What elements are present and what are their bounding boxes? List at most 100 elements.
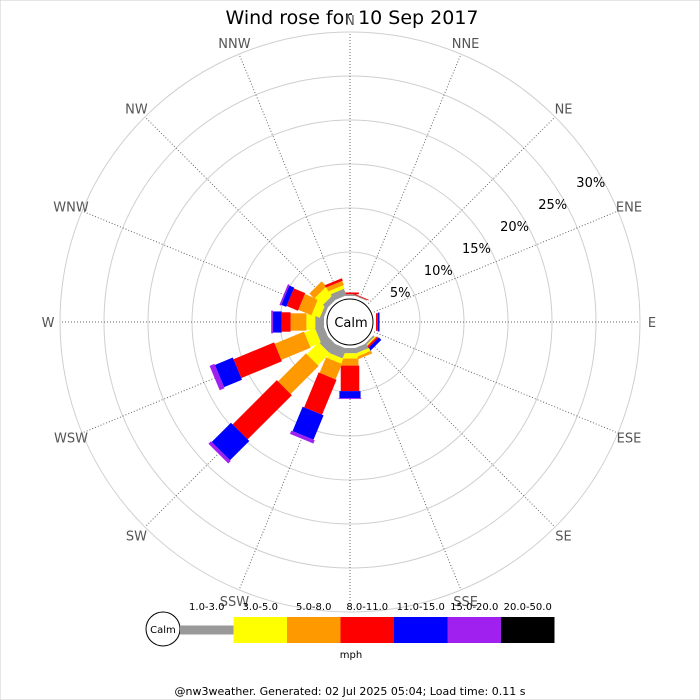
bar-se-5.0-8.0: [364, 336, 377, 349]
bar-s-11.0-15.0: [339, 391, 361, 399]
bar-wsw-8.0-11.0: [233, 342, 282, 379]
radial-tick-labels: 5% 10% 15% 20% 25% 30%: [390, 176, 605, 301]
bar-nnw-3.0-5.0: [328, 285, 345, 295]
bar-wsw-3.0-5.0: [304, 328, 321, 347]
calm-circle: [326, 298, 374, 346]
chart-title: Wind rose for 10 Sep 2017: [225, 7, 478, 29]
bar-wsw-1.0-3.0: [315, 325, 329, 342]
grid-spoke: [368, 340, 556, 528]
bar-n-1.0-3.0: [343, 294, 357, 296]
bar-nnw-8.0-11.0: [324, 278, 343, 288]
bar-ssw-15.0-20.0: [289, 430, 315, 444]
grid-spoke: [238, 345, 341, 591]
bar-wnw-11.0-15.0: [281, 285, 295, 307]
bar-se-8.0-11.0: [364, 336, 379, 351]
radial-tick-label: 30%: [576, 176, 605, 191]
bar-w-8.0-11.0: [281, 312, 291, 332]
grid-spoke: [81, 210, 327, 313]
calm-label: Calm: [334, 316, 367, 331]
legend-bin-label: 15.0-20.0: [450, 602, 498, 613]
radial-tick-label: 20%: [500, 220, 529, 235]
bar-e-11.0-15.0: [377, 312, 380, 332]
direction-label-ese: ESE: [617, 432, 642, 447]
direction-label-nne: NNE: [452, 37, 480, 52]
bar-nw-5.0-8.0: [309, 281, 327, 299]
bar-sse-5.0-8.0: [355, 350, 373, 360]
bar-nne-1.0-3.0: [353, 294, 367, 301]
direction-label-ene: ENE: [616, 200, 642, 215]
legend-swatch-1.0-3.0: [180, 625, 234, 635]
footer-text: @nw3weather. Generated: 02 Jul 2025 05:0…: [175, 685, 526, 698]
legend-swatch-15.0-20.0: [447, 617, 501, 643]
bar-e-8.0-11.0: [376, 313, 378, 331]
bar-wnw-8.0-11.0: [286, 288, 306, 311]
legend: Calm 1.0-3.0 3.0-5.0 5.0-8.0 8.0-11.0 11.0-1…: [145, 602, 555, 647]
bar-sw-8.0-11.0: [232, 380, 292, 440]
bar-wnw-5.0-8.0: [298, 294, 318, 316]
bar-ssw-11.0-15.0: [292, 406, 324, 440]
legend-bin-label: 1.0-3.0: [189, 602, 224, 613]
bar-sw-5.0-8.0: [277, 353, 319, 395]
bar-wsw-11.0-15.0: [214, 357, 242, 388]
legend-swatch-3.0-5.0: [233, 617, 287, 643]
bar-s-5.0-8.0: [341, 358, 359, 366]
bar-se-3.0-5.0: [364, 336, 376, 348]
legend-unit: mph: [340, 650, 362, 661]
bar-s-8.0-11.0: [340, 365, 360, 392]
bar-s-3.0-5.0: [342, 353, 358, 359]
bar-w-15.0-20.0: [271, 310, 273, 334]
grid-spoke: [238, 53, 341, 299]
direction-label-se: SE: [555, 530, 571, 545]
bar-w-3.0-5.0: [306, 314, 316, 330]
legend-swatch-5.0-8.0: [287, 617, 341, 643]
bar-nnw-1.0-3.0: [330, 288, 347, 301]
legend-bin-label: 8.0-11.0: [346, 602, 388, 613]
legend-bin-label: 3.0-5.0: [243, 602, 278, 613]
bar-ssw-5.0-8.0: [319, 357, 342, 380]
radial-tick-label: 25%: [538, 198, 567, 213]
grid-ring: [147, 119, 553, 525]
legend-bin-label: 5.0-8.0: [296, 602, 331, 613]
grid-spoke: [373, 331, 619, 434]
direction-label-sw: SW: [126, 530, 147, 545]
wind-bars: [208, 278, 382, 464]
bar-s-1.0-3.0: [343, 348, 357, 354]
bar-w-5.0-8.0: [290, 313, 307, 331]
legend-swatch-8.0-11.0: [340, 617, 394, 643]
direction-label-nw: NW: [125, 102, 148, 117]
legend-swatch-20.0-50.0: [501, 617, 555, 643]
bar-nne-8.0-11.0: [352, 292, 369, 301]
calm-center: Calm: [326, 298, 374, 346]
bar-wnw-15.0-20.0: [279, 284, 290, 306]
grid-spoke: [144, 116, 332, 304]
bar-sw-11.0-15.0: [211, 422, 250, 461]
grid-spoke: [81, 331, 327, 434]
direction-label-ne: NE: [555, 102, 573, 117]
legend-calm-label: Calm: [150, 625, 176, 636]
direction-label-n: N: [345, 14, 355, 29]
legend-bin-label: 11.0-15.0: [397, 602, 445, 613]
bar-ssw-8.0-11.0: [304, 372, 337, 415]
direction-label-w: W: [42, 316, 55, 331]
direction-label-wnw: WNW: [53, 200, 89, 215]
bar-sw-3.0-5.0: [306, 342, 330, 366]
radial-tick-label: 5%: [390, 286, 411, 301]
grid-spoke: [359, 345, 462, 591]
bar-wsw-15.0-20.0: [209, 363, 225, 391]
direction-label-wsw: WSW: [54, 432, 88, 447]
bar-sw-15.0-20.0: [208, 441, 231, 464]
radial-tick-label: 10%: [424, 264, 453, 279]
grid-spoke: [373, 210, 619, 313]
direction-label-nnw: NNW: [218, 37, 250, 52]
bar-ssw-3.0-5.0: [326, 352, 344, 364]
direction-label-e: E: [648, 316, 656, 331]
bar-w-1.0-3.0: [315, 315, 325, 329]
bar-sse-1.0-3.0: [353, 343, 369, 354]
grid-spoke: [359, 53, 462, 299]
direction-label-ssw: SSW: [220, 595, 250, 610]
bar-n-8.0-11.0: [341, 292, 359, 295]
bar-s-15.0-20.0: [338, 398, 362, 400]
legend-swatch-11.0-15.0: [394, 617, 448, 643]
legend-bin-label: 20.0-50.0: [504, 602, 552, 613]
